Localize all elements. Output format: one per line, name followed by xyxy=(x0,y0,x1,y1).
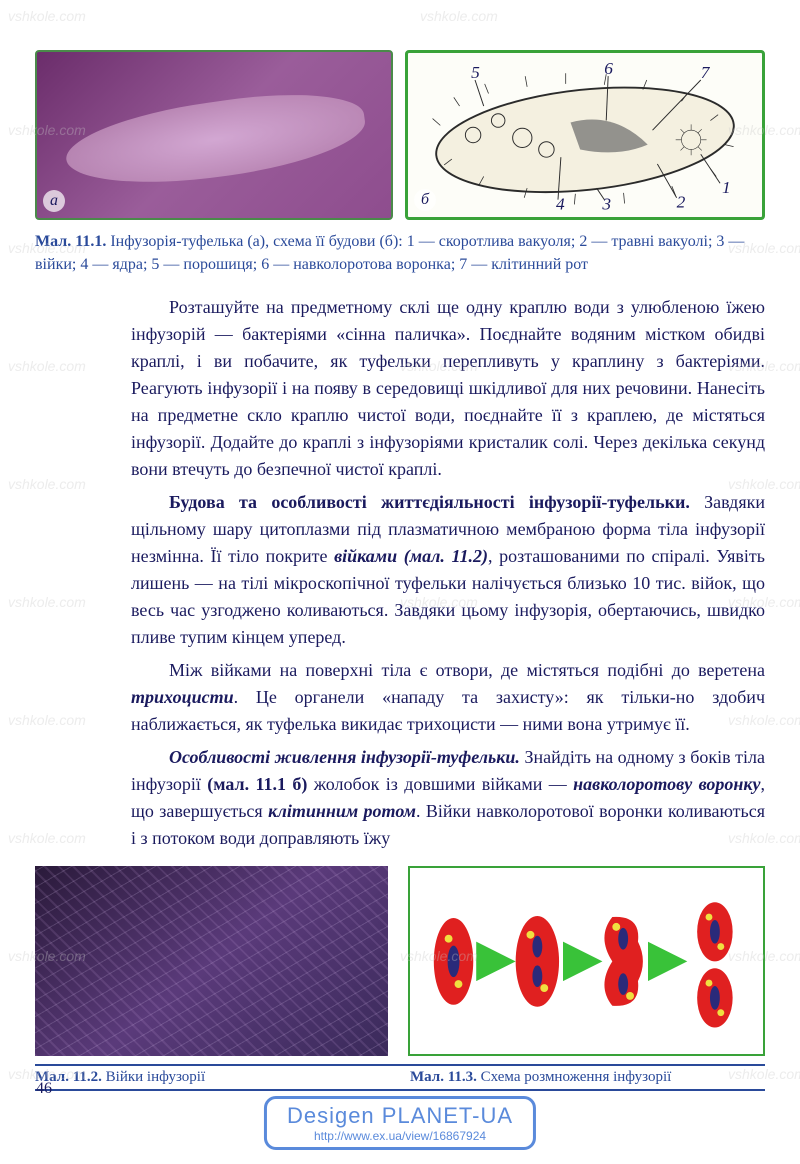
fig-a-label: а xyxy=(43,190,65,212)
figure-11-2 xyxy=(35,866,388,1056)
paragraph-3: Між війками на поверхні тіла є отвори, д… xyxy=(131,657,765,738)
caption-11-1-prefix: Мал. 11.1. xyxy=(35,233,106,250)
paragraph-1: Розташуйте на предметному склі ще одну к… xyxy=(131,294,765,483)
paragraph-2: Будова та особливості життєдіяльності ін… xyxy=(131,489,765,651)
figure-11-3 xyxy=(408,866,765,1056)
footer-title: Desigen PLANET-UA xyxy=(287,1103,513,1129)
caption-11-1-text: Інфузорія-туфелька (а), схема її будови … xyxy=(35,233,744,273)
svg-text:4: 4 xyxy=(556,194,565,213)
figure-row-bottom xyxy=(35,866,765,1056)
footer-url: http://www.ex.ua/view/16867924 xyxy=(287,1129,513,1143)
paragraph-4: Особливості живлення інфузорії-туфельки.… xyxy=(131,744,765,852)
caption-11-2: Мал. 11.2. Війки інфузорії xyxy=(35,1069,390,1086)
svg-text:2: 2 xyxy=(677,192,686,211)
figure-11-1-a: а xyxy=(35,50,393,220)
figure-11-1-b: 1 2 3 4 5 6 7 б xyxy=(405,50,765,220)
svg-text:6: 6 xyxy=(604,59,613,78)
svg-text:1: 1 xyxy=(722,178,731,197)
svg-text:7: 7 xyxy=(701,63,711,82)
watermark: vshkole.com xyxy=(420,8,498,24)
svg-text:5: 5 xyxy=(471,63,480,82)
caption-11-3: Мал. 11.3. Схема розмноження інфузорії xyxy=(410,1069,765,1086)
fig-b-label: б xyxy=(414,189,436,211)
figure-row-top: а xyxy=(35,50,765,220)
page-number: 46 xyxy=(36,1080,52,1098)
caption-11-1: Мал. 11.1. Інфузорія-туфелька (а), схема… xyxy=(35,230,765,276)
bottom-captions: Мал. 11.2. Війки інфузорії Мал. 11.3. Сх… xyxy=(35,1064,765,1091)
watermark: vshkole.com xyxy=(8,8,86,24)
footer-badge: Desigen PLANET-UA http://www.ex.ua/view/… xyxy=(264,1096,536,1150)
